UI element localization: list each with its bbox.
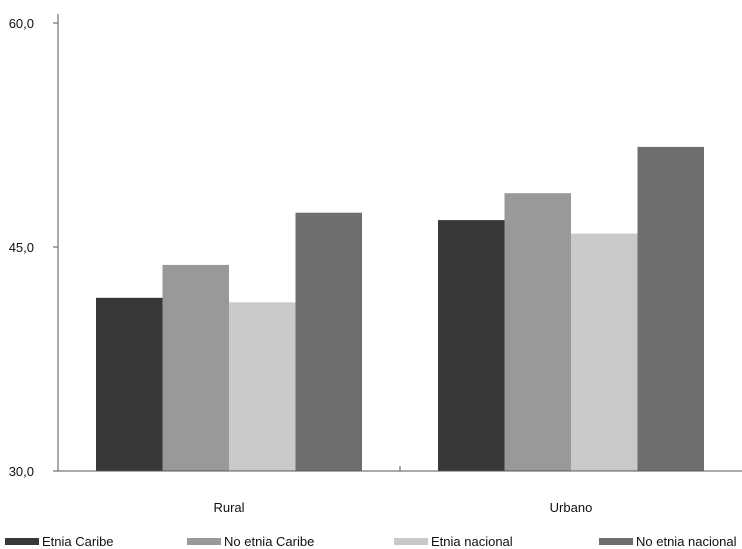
bar-urbano-etnia-caribe [438, 220, 505, 471]
bar-rural-no-etnia-caribe [162, 264, 229, 471]
legend-item: Etnia nacional [394, 534, 513, 549]
legend-label: No etnia nacional [636, 534, 737, 549]
legend-swatch [5, 538, 39, 545]
bar-rural-etnia-nacional [229, 302, 296, 471]
y-tick-label: 45,0 [9, 240, 34, 255]
legend: Etnia Caribe No etnia Caribe Etnia naciona… [5, 534, 737, 549]
legend-swatch [187, 538, 221, 545]
x-category-label: Urbano [550, 500, 593, 515]
legend-label: No etnia Caribe [224, 534, 314, 549]
axes-layer: 30,0 45,0 60,0 Rural Urbano [9, 14, 742, 515]
legend-swatch [394, 538, 428, 545]
legend-item: Etnia Caribe [5, 534, 114, 549]
legend-label: Etnia nacional [431, 534, 513, 549]
bars-layer [96, 146, 704, 471]
bar-rural-etnia-caribe [96, 297, 163, 471]
legend-item: No etnia Caribe [187, 534, 314, 549]
legend-label: Etnia Caribe [42, 534, 114, 549]
y-tick-label: 30,0 [9, 464, 34, 479]
legend-swatch [599, 538, 633, 545]
bar-urbano-etnia-nacional [571, 233, 638, 471]
bar-urbano-no-etnia-caribe [504, 193, 571, 471]
y-tick-label: 60,0 [9, 16, 34, 31]
bar-rural-no-etnia-nacional [295, 212, 362, 471]
legend-item: No etnia nacional [599, 534, 737, 549]
bar-urbano-no-etnia-nacional [637, 146, 704, 471]
x-category-label: Rural [213, 500, 244, 515]
